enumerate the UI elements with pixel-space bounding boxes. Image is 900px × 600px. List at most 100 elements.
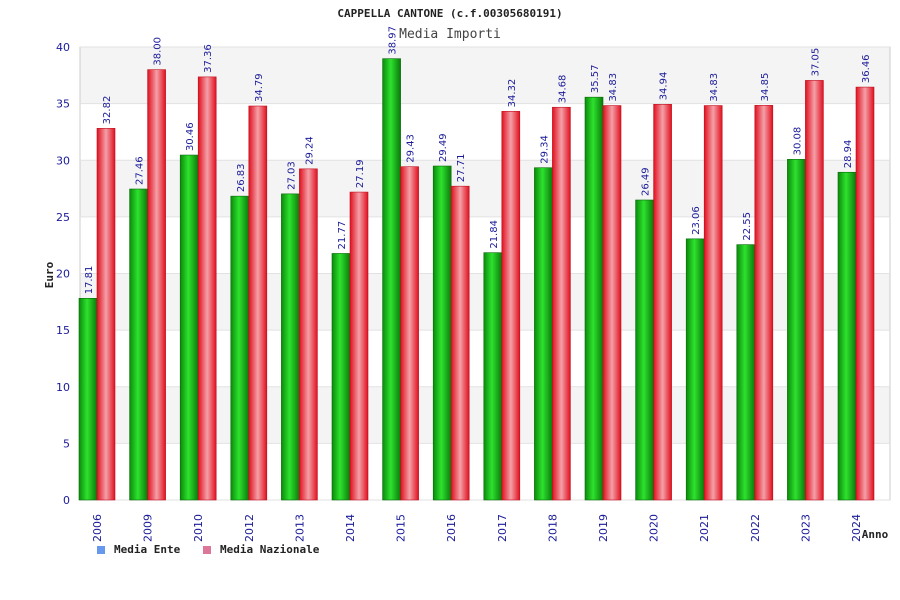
- chart-subtitle: Media Importi: [399, 27, 501, 42]
- bar-media-nazionale: [602, 105, 622, 501]
- data-label: 29.43: [406, 134, 417, 163]
- data-label: 34.85: [760, 73, 771, 102]
- bar-media-nazionale: [299, 168, 318, 501]
- y-axis-ticks: 0 5 10 15 20 25 30 35 40: [56, 41, 70, 507]
- bar-media-ente: [179, 154, 199, 501]
- bar-media-ente: [736, 244, 756, 501]
- data-label: 30.08: [792, 127, 803, 156]
- legend-label-ente: Media Ente: [114, 543, 181, 556]
- data-label: 32.82: [102, 96, 113, 125]
- data-label: 27.46: [135, 156, 146, 185]
- y-tick-label: 40: [56, 41, 70, 54]
- bar-media-ente: [230, 195, 250, 501]
- data-label: 17.81: [84, 266, 95, 295]
- bar-media-nazionale: [855, 86, 875, 501]
- data-label: 34.79: [254, 73, 265, 102]
- data-label: 26.83: [236, 164, 247, 193]
- bar-media-ente: [584, 96, 604, 501]
- y-tick-label: 5: [63, 437, 70, 450]
- data-label: 27.71: [456, 154, 467, 183]
- x-tick-label: 2010: [192, 514, 205, 542]
- bar-media-ente: [78, 298, 98, 501]
- chart-title: CAPPELLA CANTONE (c.f.00305680191): [337, 7, 562, 20]
- data-label: 30.46: [185, 122, 196, 151]
- bar-media-nazionale: [552, 106, 571, 501]
- data-label: 21.77: [337, 221, 348, 250]
- data-labels-group: 17.81 32.82 27.46 38.00 30.46 37.36 26.83 34.79…: [84, 26, 872, 294]
- legend-label-nazionale: Media Nazionale: [220, 543, 320, 556]
- x-tick-label: 2019: [597, 514, 610, 542]
- x-tick-label: 2021: [698, 514, 711, 542]
- x-tick-label: 2023: [799, 514, 812, 542]
- x-tick-label: 2016: [445, 514, 458, 542]
- data-label: 26.49: [641, 167, 652, 196]
- data-label: 34.83: [608, 73, 619, 102]
- bars-group: [78, 58, 875, 501]
- x-axis-ticks: 2006 2009 2010 2012 2013 2014 2015 2016 2017 2018…: [91, 514, 863, 542]
- bar-media-ente: [635, 199, 654, 501]
- data-label: 27.03: [286, 161, 297, 190]
- bar-media-nazionale: [653, 104, 672, 501]
- x-tick-label: 2009: [142, 514, 155, 542]
- data-label: 21.84: [489, 220, 500, 249]
- bar-media-nazionale: [197, 76, 217, 501]
- bar-media-ente: [483, 252, 503, 501]
- data-label: 34.68: [557, 75, 568, 104]
- y-tick-label: 35: [56, 98, 70, 111]
- data-label: 37.36: [203, 44, 214, 73]
- x-tick-label: 2017: [496, 514, 509, 542]
- data-label: 23.06: [691, 206, 702, 235]
- bar-media-ente: [837, 171, 857, 501]
- data-label: 34.32: [507, 79, 518, 108]
- data-label: 27.19: [355, 159, 366, 188]
- bar-media-nazionale: [147, 69, 166, 501]
- bar-media-nazionale: [450, 185, 470, 501]
- bar-media-nazionale: [400, 166, 419, 501]
- y-tick-label: 20: [56, 268, 70, 281]
- bar-media-ente: [129, 188, 148, 501]
- x-tick-label: 2020: [648, 514, 661, 542]
- x-tick-label: 2013: [293, 514, 306, 542]
- data-label: 29.24: [304, 136, 315, 165]
- x-axis-label: Anno: [862, 528, 889, 541]
- bar-media-ente: [382, 58, 401, 501]
- data-label: 37.05: [810, 48, 821, 77]
- legend-swatch-ente: [97, 546, 105, 554]
- x-tick-label: 2012: [243, 514, 256, 542]
- bar-media-nazionale: [703, 105, 723, 501]
- bar-media-ente: [432, 165, 452, 501]
- y-tick-label: 30: [56, 154, 70, 167]
- x-tick-label: 2018: [546, 514, 559, 542]
- bar-media-ente: [685, 238, 705, 501]
- data-label: 38.97: [388, 26, 399, 55]
- bar-media-ente: [534, 167, 553, 501]
- bar-media-nazionale: [501, 111, 521, 501]
- data-label: 29.49: [438, 133, 449, 162]
- x-tick-label: 2006: [91, 514, 104, 542]
- x-tick-label: 2014: [344, 514, 357, 542]
- data-label: 34.94: [659, 72, 670, 101]
- data-label: 35.57: [590, 65, 601, 94]
- legend: Media Ente Media Nazionale: [97, 543, 320, 556]
- y-tick-label: 10: [56, 381, 70, 394]
- y-tick-label: 15: [56, 324, 70, 337]
- bar-media-nazionale: [96, 128, 116, 501]
- data-label: 22.55: [742, 212, 753, 241]
- data-label: 29.34: [539, 135, 550, 164]
- data-label: 36.46: [861, 54, 872, 83]
- x-tick-label: 2015: [395, 514, 408, 542]
- bar-media-ente: [281, 193, 300, 501]
- bar-media-nazionale: [805, 80, 824, 501]
- x-tick-label: 2022: [749, 514, 762, 542]
- data-label: 34.83: [709, 73, 720, 102]
- data-label: 38.00: [153, 37, 164, 66]
- bar-media-nazionale: [349, 191, 369, 501]
- y-tick-label: 25: [56, 211, 70, 224]
- x-tick-label: 2024: [850, 514, 863, 542]
- y-axis-label: Euro: [43, 261, 56, 288]
- data-label: 28.94: [843, 140, 854, 169]
- bar-media-ente: [787, 159, 806, 501]
- y-tick-label: 0: [63, 494, 70, 507]
- bar-media-ente: [331, 253, 351, 501]
